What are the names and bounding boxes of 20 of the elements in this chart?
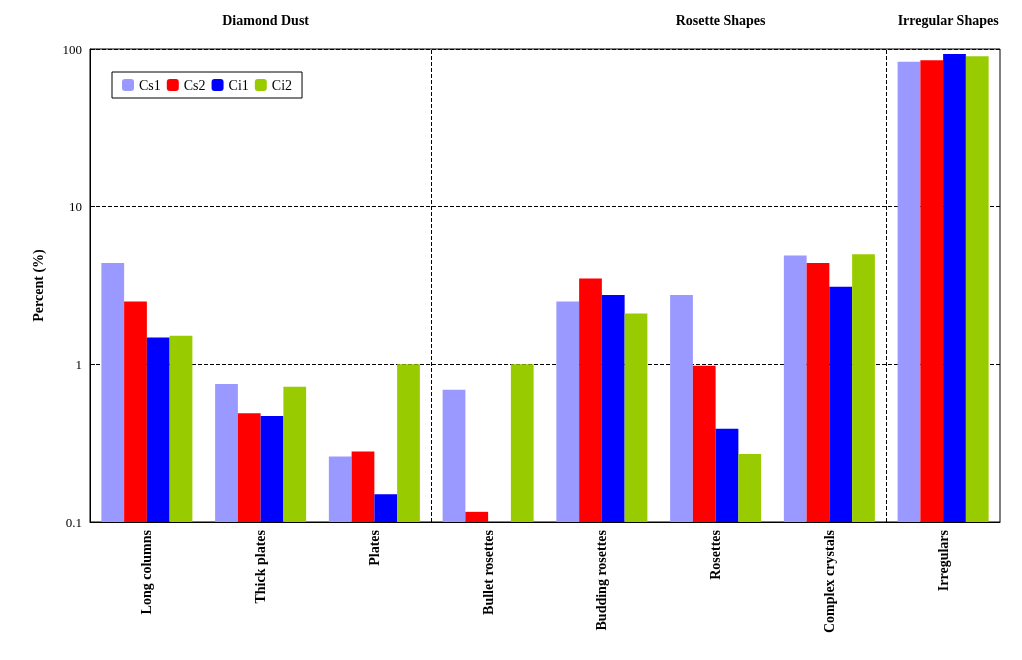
legend-label: Cs1 (139, 77, 161, 93)
x-tick-label: Budding rosettes (594, 529, 610, 631)
x-tick-label: Plates (366, 529, 382, 566)
legend-label: Ci1 (228, 77, 249, 93)
y-tick-label: 10 (69, 199, 82, 215)
y-tick-label: 1 (75, 356, 82, 372)
x-tick-label: Thick plates (253, 529, 269, 604)
y-tick-label: 0.1 (65, 514, 82, 530)
x-tick-label: Rosettes (708, 529, 724, 580)
text: Rosette Shapes (675, 12, 767, 28)
text: Irregular Shapes (897, 12, 1000, 28)
x-tick-label: Bullet rosettes (480, 529, 496, 615)
text: Diamond Dust (222, 12, 310, 28)
y-tick-label: 100 (62, 41, 82, 57)
legend-label: Ci2 (271, 77, 293, 93)
x-tick-label: Complex crystals (821, 529, 837, 634)
y-axis-title: Percent (%) (30, 248, 47, 322)
x-tick-label: Long columns (139, 529, 155, 615)
x-tick-label: Irregulars (935, 529, 951, 592)
legend-label: Cs2 (183, 77, 206, 93)
